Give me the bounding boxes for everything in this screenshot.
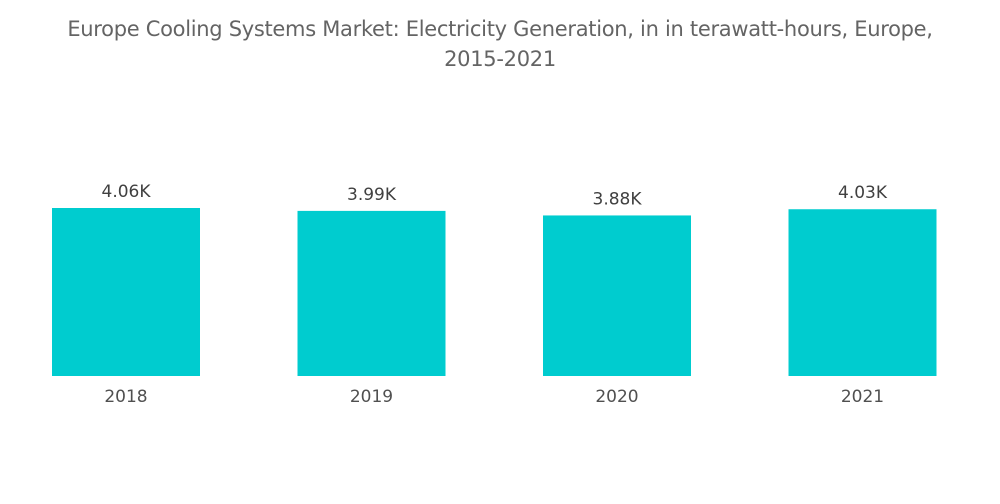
value-label-2019: 3.99K: [347, 185, 397, 205]
bar-2018: [52, 208, 200, 376]
x-tick-label-2020: 2020: [595, 387, 638, 407]
value-label-2020: 3.88K: [593, 189, 643, 209]
x-tick-label-2018: 2018: [104, 387, 147, 407]
bar-2021: [788, 209, 937, 376]
value-label-2021: 4.03K: [838, 183, 888, 203]
x-tick-label-2021: 2021: [841, 387, 884, 407]
chart-title-line-2: 2015-2021: [444, 47, 556, 71]
chart-title: Europe Cooling Systems Market: Electrici…: [0, 14, 1000, 74]
bar-2020: [543, 215, 691, 376]
value-label-2018: 4.06K: [102, 182, 152, 202]
x-tick-label-2019: 2019: [350, 387, 393, 407]
chart-title-line-1: Europe Cooling Systems Market: Electrici…: [67, 17, 933, 41]
bar-2019: [297, 210, 446, 376]
